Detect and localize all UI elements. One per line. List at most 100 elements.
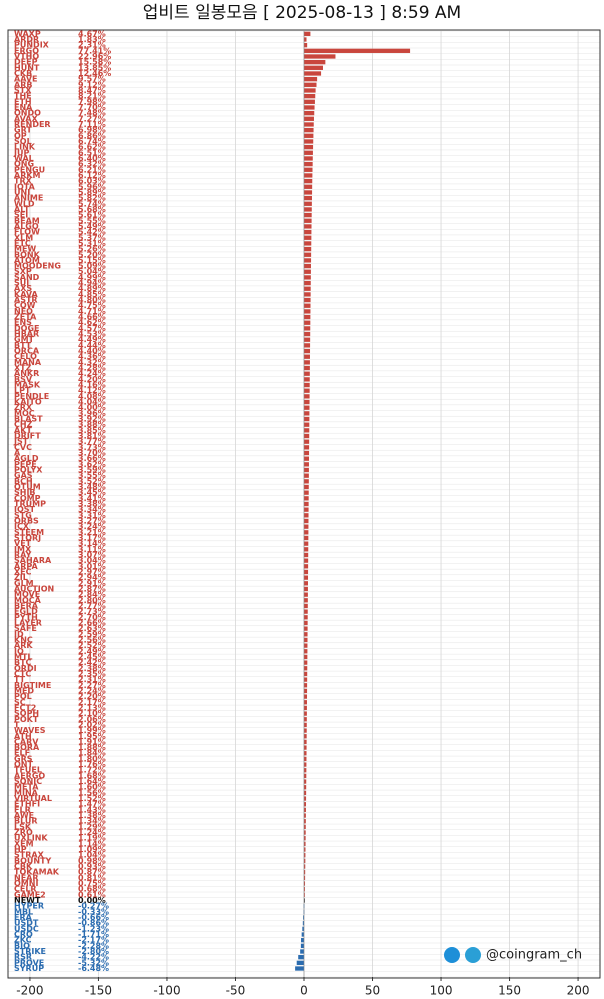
bar (304, 354, 310, 359)
bar (304, 394, 310, 399)
category-label: RSR (14, 953, 32, 962)
value-label: 5.31% (78, 239, 106, 248)
category-label: AVAX (14, 114, 38, 123)
bar (304, 275, 311, 280)
value-label: 12.46% (78, 69, 111, 78)
bar (304, 796, 307, 801)
value-label: 6.62% (78, 143, 106, 152)
bar (304, 586, 308, 592)
value-label: 4.66% (78, 313, 106, 322)
bar (304, 705, 307, 711)
value-label: 7.27% (78, 114, 106, 123)
category-label: MBL (14, 907, 33, 916)
value-label: -0.27% (78, 902, 109, 911)
category-label: HYPER (14, 902, 44, 911)
value-label: 77.41% (78, 46, 111, 55)
bar (304, 535, 309, 541)
value-label: 3.85% (78, 426, 106, 435)
category-label: SAHARA (14, 556, 52, 565)
bar (304, 722, 307, 728)
category-label: ONDO (14, 109, 41, 118)
value-label: 1.38% (78, 811, 106, 820)
bar (304, 558, 309, 563)
bar (304, 116, 314, 121)
category-label: BORA (14, 743, 40, 752)
bar (304, 76, 318, 82)
category-label: ORDI (14, 664, 37, 673)
value-label: 2.87% (78, 584, 106, 593)
bar (304, 711, 307, 716)
category-label: ANIME (14, 194, 43, 203)
value-label: 4.94% (78, 279, 106, 288)
value-label: 3.55% (78, 471, 106, 480)
bar (304, 671, 308, 677)
bar (304, 71, 322, 76)
category-label: CVC (14, 443, 32, 452)
category-label: ENA (14, 103, 33, 112)
category-label: POL (14, 692, 32, 701)
bar (304, 467, 309, 473)
value-label: 2.91% (78, 579, 106, 588)
category-label: SXP (14, 267, 32, 276)
category-label: BLAST (14, 415, 43, 424)
category-label: COW (14, 301, 36, 310)
category-label: ONT (14, 760, 33, 769)
bar (304, 649, 308, 654)
x-tick-label: 0 (300, 984, 308, 998)
value-label: 6.21% (78, 165, 106, 174)
bar (304, 569, 309, 575)
category-label: RENDER (14, 120, 51, 129)
category-label: AKT (14, 426, 32, 435)
category-label: IOTA (14, 182, 36, 191)
value-label: -0.33% (78, 907, 109, 916)
bar (304, 144, 314, 150)
category-label: LAYER (14, 618, 42, 627)
category-label: DOGE (14, 324, 39, 333)
value-label: 1.47% (78, 800, 106, 809)
value-label: 2.27% (78, 681, 106, 690)
bar (304, 768, 307, 773)
category-label: ZRO (14, 828, 33, 837)
category-label: MOCA (14, 596, 42, 605)
category-label: ATOM (14, 256, 40, 265)
bar (304, 773, 307, 779)
value-label: 4.36% (78, 352, 106, 361)
bar (304, 37, 307, 42)
value-label: 3.17% (78, 533, 106, 542)
category-label: LINK (14, 143, 36, 152)
value-label: 2.94% (78, 573, 106, 582)
category-label: ONG (14, 160, 34, 169)
bar (304, 195, 312, 201)
bar (302, 926, 304, 932)
bar (304, 161, 313, 167)
bar (304, 875, 306, 881)
value-label: 2.70% (78, 613, 106, 622)
category-label: ERGO (14, 46, 39, 55)
category-label: ATH (14, 732, 32, 741)
bar (304, 813, 306, 818)
category-label: ENS (14, 318, 32, 327)
category-label: ERA (14, 913, 33, 922)
category-label: JUP (13, 148, 29, 157)
category-label: AWE (14, 811, 34, 820)
value-label: 5.20% (78, 250, 106, 259)
value-label: 5.68% (78, 205, 106, 214)
value-label: 3.21% (78, 528, 106, 537)
category-label: VET (14, 539, 32, 548)
category-label: NEO (14, 307, 33, 316)
bar (304, 241, 312, 246)
value-label: 1.83% (78, 35, 106, 44)
value-label: 2.63% (78, 624, 106, 633)
category-label: META (14, 783, 39, 792)
bar (304, 887, 305, 892)
value-label: -0.86% (78, 919, 109, 928)
value-label: 3.88% (78, 420, 106, 429)
value-label: 5.26% (78, 245, 106, 254)
category-label: BIGTIME (14, 681, 51, 690)
value-label: 8.47% (78, 86, 106, 95)
value-label: 4.12% (78, 386, 106, 395)
bar (304, 779, 307, 784)
category-label: AAVE (14, 75, 38, 84)
category-label: TFUEL (14, 766, 42, 775)
category-label: MANA (14, 358, 42, 367)
